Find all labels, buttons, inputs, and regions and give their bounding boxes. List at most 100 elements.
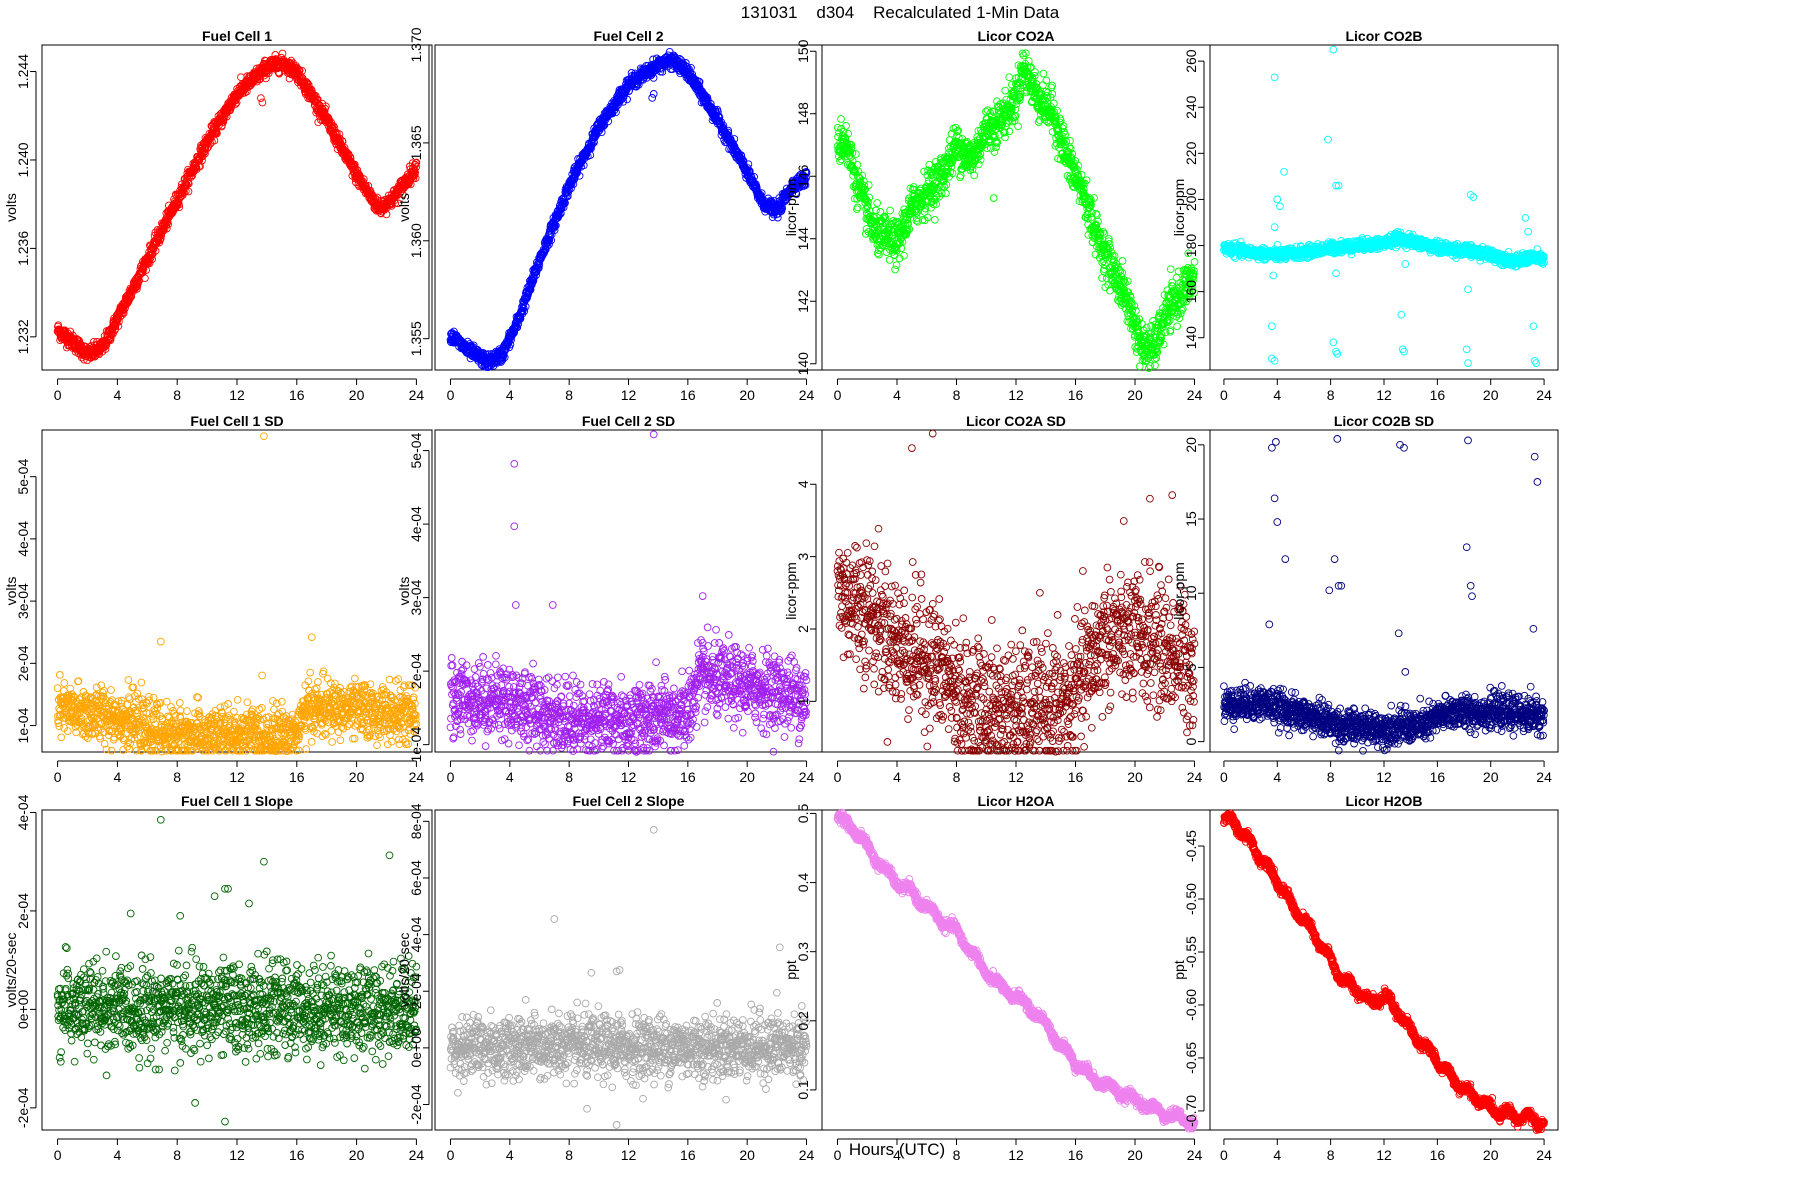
x-tick-label: 12 xyxy=(1376,387,1392,403)
y-tick-label: 144 xyxy=(795,227,811,251)
x-tick-label: 16 xyxy=(1068,387,1084,403)
x-tick-label: 16 xyxy=(680,387,696,403)
data-point xyxy=(1014,122,1022,131)
x-tick-label: 20 xyxy=(349,387,365,403)
y-tick-label: 1.236 xyxy=(15,231,31,266)
x-tick-label: 12 xyxy=(229,387,245,403)
data-point xyxy=(876,208,885,216)
x-tick-label: 24 xyxy=(1187,387,1203,403)
x-tick-label: 0 xyxy=(834,387,842,403)
x-tick-label: 0 xyxy=(54,387,62,403)
y-tick-label: 260 xyxy=(1183,49,1199,73)
y-tick-label: 220 xyxy=(1183,141,1199,165)
y-tick-label: 148 xyxy=(795,102,811,126)
data-point xyxy=(114,322,123,331)
x-tick-label: 12 xyxy=(1008,387,1024,403)
data-point xyxy=(1151,361,1159,370)
y-tick-label: 146 xyxy=(795,164,811,188)
data-point xyxy=(148,255,156,263)
data-point xyxy=(930,215,939,224)
data-point xyxy=(1039,69,1048,78)
plot-frame xyxy=(41,44,433,371)
data-point xyxy=(836,157,844,165)
y-tick-label: 1.240 xyxy=(15,142,31,177)
x-tick-label: 20 xyxy=(1483,387,1499,403)
data-point xyxy=(1042,76,1051,85)
y-axis-label: volts xyxy=(396,193,412,222)
x-tick-label: 20 xyxy=(1127,387,1143,403)
x-tick-label: 16 xyxy=(289,387,305,403)
x-axis-label: Hours (UTC) xyxy=(849,1140,945,1159)
outlier-point xyxy=(989,194,998,202)
data-point xyxy=(1166,265,1175,274)
y-tick-label: 180 xyxy=(1183,234,1199,258)
data-points xyxy=(53,49,421,365)
data-points xyxy=(833,49,1199,373)
y-tick-label: 1.355 xyxy=(408,321,424,356)
data-point xyxy=(873,199,882,207)
panel-title: Licor CO2A xyxy=(977,28,1054,44)
x-tick-label: 20 xyxy=(739,387,755,403)
x-tick-label: 24 xyxy=(1536,387,1552,403)
panel-title: Fuel Cell 1 xyxy=(202,28,272,44)
x-tick-label: 0 xyxy=(1220,387,1228,403)
data-point xyxy=(970,171,979,180)
y-tick-label: 1.370 xyxy=(408,27,424,62)
data-point xyxy=(891,265,899,274)
data-point xyxy=(1173,322,1181,331)
y-axis-label: volts xyxy=(3,193,19,222)
data-point xyxy=(145,255,154,264)
x-tick-label: 8 xyxy=(173,387,181,403)
x-tick-label: 4 xyxy=(506,387,514,403)
data-point xyxy=(141,274,149,283)
panel-title: Licor CO2B xyxy=(1345,28,1422,44)
panel-title: Fuel Cell 2 xyxy=(593,28,663,44)
data-point xyxy=(119,309,128,318)
x-tick-label: 4 xyxy=(1273,387,1281,403)
figure-title: 131031 d304 Recalculated 1-Min Data xyxy=(741,3,1060,22)
data-point xyxy=(1001,86,1010,95)
outlier-point xyxy=(257,94,265,102)
y-tick-label: 240 xyxy=(1183,95,1199,119)
y-tick-label: 1.232 xyxy=(15,319,31,354)
data-point xyxy=(109,329,117,338)
y-tick-label: 200 xyxy=(1183,188,1199,212)
x-tick-label: 8 xyxy=(1327,387,1335,403)
data-points xyxy=(1220,45,1548,367)
x-tick-label: 4 xyxy=(114,387,122,403)
y-tick-label: 150 xyxy=(795,39,811,63)
data-point xyxy=(892,261,901,270)
y-tick-label: 140 xyxy=(795,352,811,376)
x-tick-label: 24 xyxy=(409,387,425,403)
data-point xyxy=(837,115,845,123)
data-point xyxy=(864,181,873,189)
data-point xyxy=(886,206,894,215)
plot-frame xyxy=(1209,44,1559,371)
panel-1: Fuel Cell 1 volts 0 4 8 12 16 20 24 1.232 1.236 1.2… xyxy=(3,28,433,403)
x-tick-label: 0 xyxy=(447,387,455,403)
data-point xyxy=(133,285,141,293)
data-point xyxy=(1039,81,1047,89)
x-tick-label: 4 xyxy=(893,387,901,403)
data-point xyxy=(1118,257,1127,265)
x-tick-label: 12 xyxy=(621,387,637,403)
data-point xyxy=(133,282,142,290)
panel-grid: Fuel Cell 1 volts 0 4 8 12 16 20 24 1.232 1.236 1.2… xyxy=(3,27,1559,1163)
y-tick-label: 160 xyxy=(1183,280,1199,304)
x-tick-label: 8 xyxy=(565,387,573,403)
x-tick-label: 8 xyxy=(953,387,961,403)
data-point xyxy=(942,189,950,198)
data-point xyxy=(278,49,287,58)
outlier-point xyxy=(258,98,267,107)
data-points xyxy=(446,47,811,372)
outlier-point xyxy=(648,94,657,102)
y-tick-label: 1.365 xyxy=(408,125,424,160)
y-tick-label: 140 xyxy=(1183,326,1199,350)
outlier-point xyxy=(649,90,658,98)
x-tick-label: 16 xyxy=(1430,387,1446,403)
y-tick-label: 142 xyxy=(795,289,811,313)
